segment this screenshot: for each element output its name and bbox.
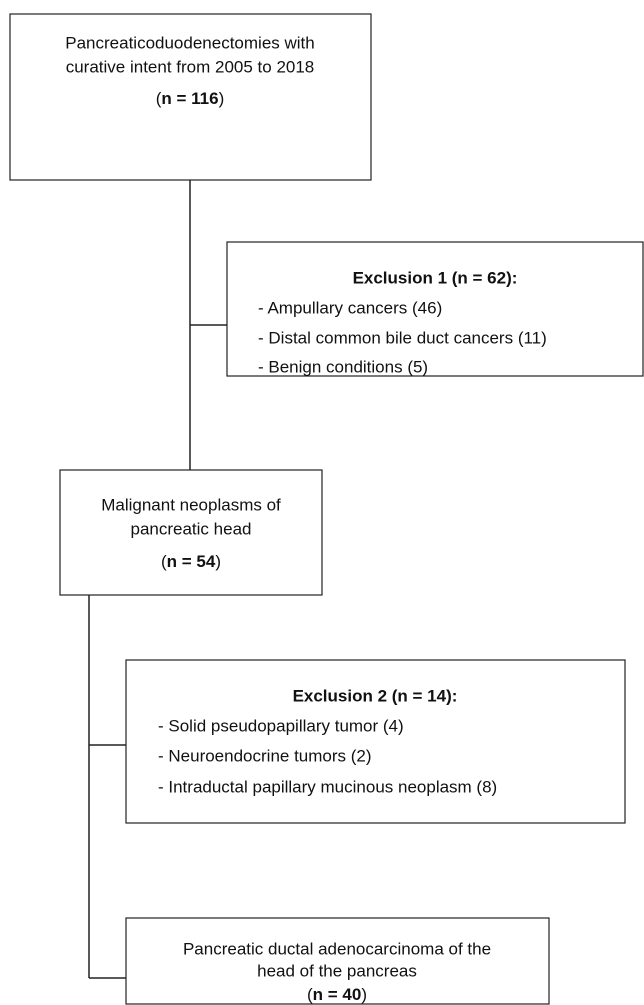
count-close: ) xyxy=(361,985,367,1004)
count: (n = 54) xyxy=(161,552,221,571)
count-n: n = 40 xyxy=(313,985,362,1004)
box xyxy=(226,241,644,377)
box xyxy=(9,13,372,181)
count-open: ( xyxy=(307,985,313,1004)
box xyxy=(125,917,550,1005)
count: (n = 116) xyxy=(156,89,225,108)
box-title: Exclusion 2 (n = 14): xyxy=(293,686,458,705)
box xyxy=(125,659,626,824)
box-item: - Ampullary cancers (46) xyxy=(258,298,442,317)
box-item: - Intraductal papillary mucinous neoplas… xyxy=(158,777,497,796)
box xyxy=(59,469,323,596)
box-text: Malignant neoplasms of xyxy=(101,495,281,514)
box-text: pancreatic head xyxy=(131,519,252,538)
box-item: - Benign conditions (5) xyxy=(258,357,428,376)
box-text: curative intent from 2005 to 2018 xyxy=(66,57,315,76)
count-close: ) xyxy=(219,89,225,108)
count-n: n = 54 xyxy=(167,552,216,571)
count-open: ( xyxy=(161,552,167,571)
count-open: ( xyxy=(156,89,162,108)
box-title: Exclusion 1 (n = 62): xyxy=(353,268,518,287)
count-n: n = 116 xyxy=(161,89,218,108)
box-item: - Distal common bile duct cancers (11) xyxy=(258,328,547,347)
count: (n = 40) xyxy=(307,985,367,1004)
count-close: ) xyxy=(215,552,221,571)
box-text: Pancreatic ductal adenocarcinoma of the xyxy=(183,939,491,958)
box-text: head of the pancreas xyxy=(257,961,417,980)
box-item: - Solid pseudopapillary tumor (4) xyxy=(158,716,404,735)
box-item: - Neuroendocrine tumors (2) xyxy=(158,746,372,765)
box-text: Pancreaticoduodenectomies with xyxy=(65,33,314,52)
